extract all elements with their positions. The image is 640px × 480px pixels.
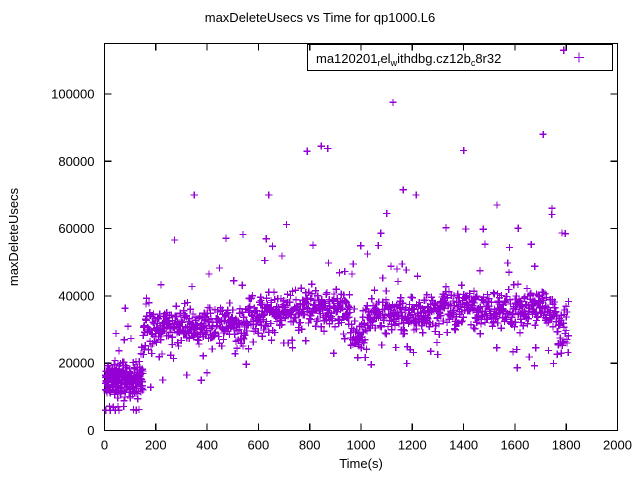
y-tick-label: 100000 [51,86,94,101]
axis-tick-marks [103,43,619,432]
legend-box [306,43,614,72]
y-tick-label: 20000 [58,356,94,371]
y-axis-label: maxDeleteUsecs [6,187,21,286]
y-tick-label: 80000 [58,154,94,169]
x-tick-label: 1800 [552,438,581,453]
page-title: maxDeleteUsecs vs Time for qp1000.L6 [204,10,436,25]
legend-marker [574,52,584,63]
x-tick-label: 1400 [449,438,478,453]
x-axis-label: Time(s) [339,456,383,471]
x-tick-label: 200 [145,438,167,453]
y-tick-label: 60000 [58,221,94,236]
x-tick-label: 0 [101,438,108,453]
x-tick-label: 2000 [603,438,632,453]
x-tick-label: 1600 [500,438,529,453]
x-tick-label: 400 [196,438,218,453]
x-axis-tick-labels: 0 200 400 600 800 1000 1200 1400 1600 1800 2000 [101,438,632,453]
y-tick-label: 0 [87,423,94,438]
data-point-group [101,46,573,414]
x-tick-label: 1200 [398,438,427,453]
plot-frame [103,42,619,432]
x-tick-label: 600 [248,438,270,453]
x-tick-label: 800 [299,438,321,453]
y-tick-label: 40000 [58,288,94,303]
legend-label: ma120201relwithdbg.cz12bc8r32 [316,51,501,68]
y-axis-tick-labels: 0 20000 40000 60000 80000 100000 [51,86,94,438]
x-tick-label: 1000 [347,438,376,453]
